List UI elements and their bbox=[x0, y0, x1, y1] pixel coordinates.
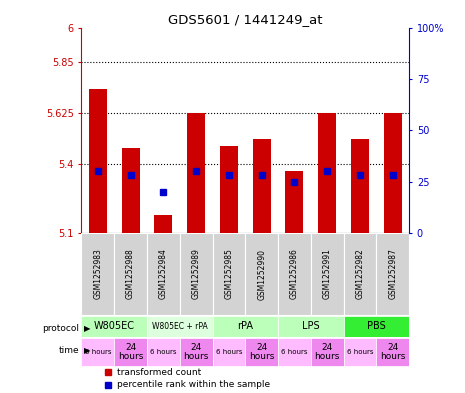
Bar bbox=[187, 113, 205, 233]
Text: GSM1252988: GSM1252988 bbox=[126, 249, 135, 299]
Text: protocol: protocol bbox=[42, 324, 79, 332]
Text: transformed count: transformed count bbox=[118, 368, 202, 377]
Text: GSM1252989: GSM1252989 bbox=[192, 249, 200, 299]
Bar bbox=[311, 233, 344, 315]
Bar bbox=[154, 215, 173, 233]
Bar bbox=[114, 338, 147, 366]
Title: GDS5601 / 1441249_at: GDS5601 / 1441249_at bbox=[168, 13, 323, 26]
Bar bbox=[311, 338, 344, 366]
Text: W805EC + rPA: W805EC + rPA bbox=[152, 322, 207, 331]
Text: GSM1252983: GSM1252983 bbox=[93, 249, 102, 299]
Text: 6 hours: 6 hours bbox=[216, 349, 242, 355]
Text: 6 hours: 6 hours bbox=[150, 349, 177, 355]
Text: 6 hours: 6 hours bbox=[347, 349, 373, 355]
Text: GSM1252984: GSM1252984 bbox=[159, 249, 168, 299]
Bar bbox=[344, 316, 409, 337]
Bar bbox=[81, 233, 114, 315]
Bar bbox=[147, 338, 179, 366]
Bar bbox=[377, 233, 409, 315]
Bar bbox=[252, 140, 271, 233]
Text: percentile rank within the sample: percentile rank within the sample bbox=[118, 380, 271, 389]
Bar bbox=[377, 338, 409, 366]
Bar bbox=[220, 146, 238, 233]
Bar bbox=[147, 233, 179, 315]
Bar bbox=[147, 316, 213, 337]
Bar bbox=[121, 149, 140, 233]
Bar bbox=[81, 338, 114, 366]
Bar bbox=[246, 233, 278, 315]
Bar bbox=[278, 316, 344, 337]
Text: ▶: ▶ bbox=[84, 346, 90, 355]
Bar bbox=[344, 338, 377, 366]
Bar bbox=[318, 113, 336, 233]
Bar bbox=[213, 233, 246, 315]
Text: 24
hours: 24 hours bbox=[118, 343, 143, 361]
Text: ▶: ▶ bbox=[84, 324, 90, 332]
Bar bbox=[286, 171, 304, 233]
Text: GSM1252987: GSM1252987 bbox=[388, 249, 397, 299]
Text: GSM1252982: GSM1252982 bbox=[356, 249, 365, 299]
Text: LPS: LPS bbox=[302, 321, 319, 331]
Text: GSM1252990: GSM1252990 bbox=[257, 248, 266, 299]
Text: W805EC: W805EC bbox=[93, 321, 135, 331]
Text: GSM1252985: GSM1252985 bbox=[225, 249, 233, 299]
Text: GSM1252991: GSM1252991 bbox=[323, 249, 332, 299]
Bar bbox=[179, 233, 213, 315]
Bar bbox=[278, 338, 311, 366]
Text: time: time bbox=[59, 346, 79, 355]
Bar bbox=[351, 140, 369, 233]
Text: 24
hours: 24 hours bbox=[249, 343, 274, 361]
Bar bbox=[213, 316, 278, 337]
Text: rPA: rPA bbox=[237, 321, 253, 331]
Bar bbox=[278, 233, 311, 315]
Text: GSM1252986: GSM1252986 bbox=[290, 249, 299, 299]
Text: 6 hours: 6 hours bbox=[281, 349, 308, 355]
Text: 24
hours: 24 hours bbox=[380, 343, 405, 361]
Bar bbox=[89, 89, 107, 233]
Bar bbox=[213, 338, 246, 366]
Bar bbox=[246, 338, 278, 366]
Bar bbox=[344, 233, 377, 315]
Text: 24
hours: 24 hours bbox=[183, 343, 209, 361]
Bar bbox=[114, 233, 147, 315]
Text: 6 hours: 6 hours bbox=[85, 349, 111, 355]
Text: PBS: PBS bbox=[367, 321, 386, 331]
Bar bbox=[81, 316, 147, 337]
Bar bbox=[179, 338, 213, 366]
Bar bbox=[384, 113, 402, 233]
Text: 24
hours: 24 hours bbox=[314, 343, 340, 361]
